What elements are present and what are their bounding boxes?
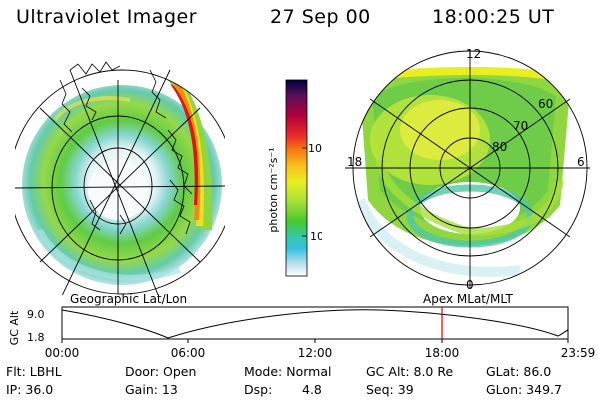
mlat-70-label: 70 [513,119,528,133]
colorbar: 100 10 photon cm⁻²s⁻¹ [267,79,322,277]
x-tick-2359: 23:59 [561,346,596,360]
altitude-plot: GC Alt 9.0 1.8 00:00 06:00 12:00 18:00 2… [8,306,596,360]
x-tick-1200: 12:00 [298,346,333,360]
coastlines [59,61,193,235]
mlt-6-label: 6 [577,155,585,169]
altitude-y-low: 1.8 [27,331,45,344]
mlat-80-label: 80 [492,140,507,154]
right-map-caption: Apex MLat/MLT [423,292,513,306]
glat-status: GLat: 86.0 [486,364,552,379]
mlt-0-label: 0 [466,278,474,292]
seq-status: Seq: 39 [366,382,414,397]
mlt-12-label: 12 [466,48,481,61]
instrument-title: Ultraviolet Imager [16,6,198,28]
aurora-emission [15,70,225,294]
colorbar-tick-100: 100 [308,142,322,155]
observation-date: 27 Sep 00 [270,6,371,28]
mode-status: Mode: Normal [244,364,332,379]
gc-alt-status: GC Alt: 8.0 Re [366,364,454,379]
x-tick-0000: 00:00 [45,346,80,360]
observation-time: 18:00:25 UT [432,6,555,28]
x-tick-1800: 18:00 [425,346,460,360]
mlat-mlt-grid [345,50,590,288]
x-tick-0600: 06:00 [171,346,206,360]
dsp-label: Dsp: [244,382,273,397]
graticule [15,69,225,295]
altitude-y-high: 9.0 [27,308,45,321]
mlat-60-label: 60 [538,97,553,111]
left-map-caption: Geographic Lat/Lon [70,292,188,306]
ip-status: IP: 36.0 [6,382,54,397]
aurora-oval [353,51,587,285]
door-status: Door: Open [125,364,197,379]
mlt-18-label: 18 [347,155,362,169]
magnetic-aurora-map: 12 18 6 0 60 70 80 [345,48,590,292]
glon-status: GLon: 349.7 [486,382,562,397]
dsp-value: 4.8 [302,382,322,397]
altitude-ylabel: GC Alt [8,310,21,345]
colorbar-gradient [285,79,308,277]
colorbar-unit-label: photon cm⁻²s⁻¹ [267,147,280,232]
colorbar-tick-10: 10 [310,230,322,243]
geographic-aurora-map [15,61,225,295]
gain-status: Gain: 13 [125,382,178,397]
filter-status: Flt: LBHL [6,364,62,379]
altitude-curve [61,309,569,339]
